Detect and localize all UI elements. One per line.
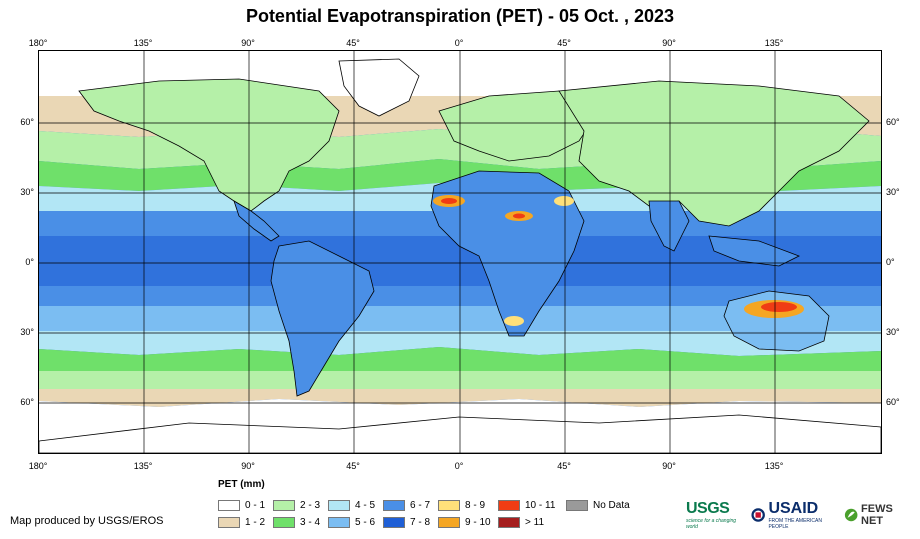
legend-swatch [438, 499, 460, 511]
legend-title: PET (mm) [218, 479, 265, 490]
legend-swatch [383, 499, 405, 511]
legend-item: 0 - 1 [218, 499, 265, 511]
usaid-seal-icon [751, 508, 765, 522]
pet-map-svg [39, 51, 881, 453]
legend-label: 7 - 8 [410, 516, 431, 528]
left-tick-label: 30° [20, 187, 34, 197]
indonesia [708, 235, 800, 267]
legend-label: 10 - 11 [525, 499, 556, 511]
legend-item: 3 - 4 [273, 516, 320, 528]
legend-item: 10 - 11 [498, 499, 555, 511]
top-tick-label: 180° [28, 38, 48, 48]
legend-item: 4 - 5 [328, 499, 375, 511]
legend-item: No Data [566, 499, 630, 511]
usaid-tagline: FROM THE AMERICAN PEOPLE [768, 518, 822, 530]
left-tick-label: 60° [20, 117, 34, 127]
left-tick-label: 30° [20, 327, 34, 337]
legend-swatch [498, 499, 520, 511]
fews-net-logo: FEWS NET [844, 503, 912, 527]
hot-spots [433, 195, 804, 326]
legend-swatch [498, 516, 520, 528]
legend-swatch [566, 499, 588, 511]
usaid-wordmark: USAID [768, 500, 819, 517]
fews-net-wordmark: FEWS NET [861, 503, 893, 527]
legend-swatch [218, 499, 240, 511]
top-tick-label: 135° [133, 38, 153, 48]
top-tick-label: 90° [662, 38, 676, 48]
legend-swatch [328, 499, 350, 511]
bottom-tick-label: 90° [662, 461, 676, 471]
hot-spot-southern-africa [504, 316, 524, 326]
legend-item: 1 - 2 [218, 516, 265, 528]
legend-label: 8 - 9 [465, 499, 486, 511]
right-tick-label: 60° [886, 117, 900, 127]
legend-swatch [218, 516, 240, 528]
europe [438, 90, 600, 162]
legend-item: 9 - 10 [438, 516, 491, 528]
hot-spot-sahara-east-core [513, 213, 525, 219]
legend-label: 0 - 1 [245, 499, 266, 511]
legend-item: 5 - 6 [328, 516, 375, 528]
legend-label: No Data [593, 499, 630, 511]
top-tick-label: 90° [241, 38, 255, 48]
legend-label: 2 - 3 [300, 499, 321, 511]
legend-label: 4 - 5 [355, 499, 376, 511]
bottom-tick-label: 135° [764, 461, 784, 471]
bottom-tick-label: 90° [241, 461, 255, 471]
legend-item: 2 - 3 [273, 499, 320, 511]
right-tick-label: 30° [886, 187, 900, 197]
usgs-wordmark: USGS [686, 500, 730, 517]
bottom-tick-label: 180° [28, 461, 48, 471]
map-title: Potential Evapotranspiration (PET) - 05 … [245, 6, 675, 26]
central-america [233, 200, 280, 242]
top-tick-label: 0° [454, 38, 464, 48]
partner-logos: USGS science for a changing world USAID … [686, 500, 920, 530]
legend-label: 5 - 6 [355, 516, 376, 528]
hot-spot-arabia [554, 196, 574, 206]
africa [430, 170, 585, 337]
bottom-tick-label: 135° [133, 461, 153, 471]
legend-label: 3 - 4 [300, 516, 321, 528]
right-tick-label: 0° [886, 257, 895, 267]
top-tick-label: 135° [764, 38, 784, 48]
legend-swatch [273, 499, 295, 511]
usgs-tagline: science for a changing world [686, 518, 737, 530]
legend-label: 1 - 2 [245, 516, 266, 528]
legend-item: 7 - 8 [383, 516, 430, 528]
legend-label: 6 - 7 [410, 499, 431, 511]
greenland [338, 58, 420, 117]
india [648, 200, 690, 252]
legend-item: 8 - 9 [438, 499, 485, 511]
legend-item: > 11 [498, 516, 544, 528]
legend-item: 6 - 7 [383, 499, 430, 511]
pet-map [38, 50, 882, 454]
top-tick-label: 45° [346, 38, 360, 48]
hot-spot-australia-core [761, 302, 797, 312]
right-tick-label: 30° [886, 327, 900, 337]
left-tick-label: 0° [25, 257, 34, 267]
legend-swatch [438, 516, 460, 528]
bottom-tick-label: 45° [346, 461, 360, 471]
usaid-logo: USAID FROM THE AMERICAN PEOPLE [751, 500, 836, 530]
legend-swatch [328, 516, 350, 528]
fews-net-leaf-icon [844, 508, 858, 522]
legend-label: > 11 [525, 516, 544, 528]
legend-label: 9 - 10 [465, 516, 491, 528]
bottom-tick-label: 0° [454, 461, 464, 471]
hot-spot-sahara-west-core [441, 198, 457, 204]
usgs-logo: USGS science for a changing world [686, 500, 743, 530]
bottom-tick-label: 45° [557, 461, 571, 471]
map-credit: Map produced by USGS/EROS [10, 515, 164, 527]
top-tick-label: 45° [557, 38, 571, 48]
right-tick-label: 60° [886, 397, 900, 407]
legend-swatch [383, 516, 405, 528]
legend-swatch [273, 516, 295, 528]
asia [558, 80, 870, 227]
graticule [39, 51, 881, 453]
left-tick-label: 60° [20, 397, 34, 407]
